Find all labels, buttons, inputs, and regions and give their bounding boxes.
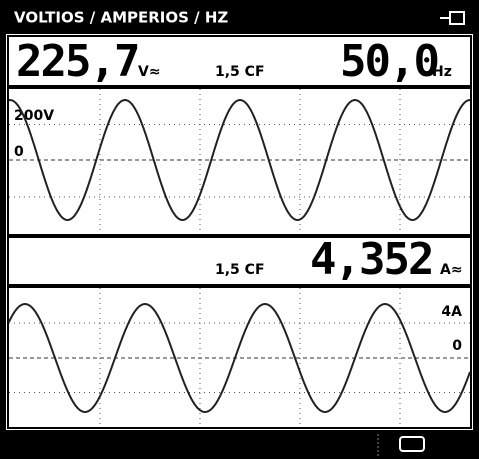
current-panel	[7, 286, 472, 429]
voltage-zero: 0	[14, 144, 24, 160]
waveform	[8, 302, 471, 414]
current-unit: A≈	[440, 262, 463, 278]
screen-icon	[399, 436, 425, 452]
voltage-value: 225,7	[16, 36, 138, 87]
current-cf: 1,5 CF	[215, 262, 265, 278]
current-value: 4,352	[310, 234, 432, 285]
voltage-unit: V≈	[138, 64, 161, 80]
display	[6, 34, 473, 430]
frequency-unit: Hz	[432, 64, 452, 80]
waveform	[8, 98, 471, 221]
current-zero: 0	[452, 338, 462, 354]
voltage-cf: 1,5 CF	[215, 64, 265, 80]
voltage-scale: 200V	[14, 108, 54, 124]
plug-icon	[440, 11, 465, 25]
voltage-panel	[7, 87, 472, 236]
title: VOLTIOS / AMPERIOS / HZ	[14, 9, 228, 27]
current-box	[7, 236, 472, 286]
traces	[8, 89, 471, 427]
frequency-value: 50,0	[340, 36, 438, 87]
voltage-box	[7, 35, 472, 87]
current-scale: 4A	[441, 304, 462, 320]
